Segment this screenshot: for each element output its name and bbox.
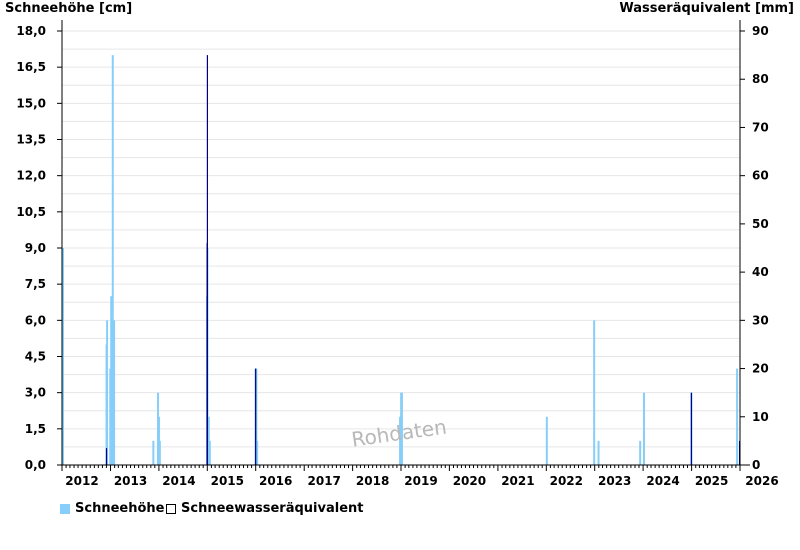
y-left-tick-label: 4,5	[25, 350, 46, 364]
y-right-tick-label: 80	[752, 72, 769, 86]
snow-depth-bars	[62, 55, 739, 465]
legend-item-snow-depth: Schneehöhe	[60, 501, 164, 516]
snow-depth-bar	[152, 440, 155, 465]
y-left-tick-label: 12,0	[16, 169, 46, 183]
x-tick-label: 2022	[550, 474, 583, 488]
grid	[62, 30, 740, 466]
y-right-tick-label: 90	[752, 24, 769, 38]
y-axis-right-label: Wasseräquivalent [mm]	[619, 1, 794, 16]
swe-bars	[105, 55, 741, 465]
y-right-tick-label: 0	[752, 458, 760, 472]
swe-bar	[206, 55, 209, 465]
y-right-tick-label: 30	[752, 313, 769, 327]
snow-depth-bar	[207, 416, 210, 465]
legend-label-swe: Schneewasseräquivalent	[181, 501, 364, 516]
snow-depth-bar	[255, 368, 258, 465]
swe-bar	[255, 368, 257, 465]
x-tick-label: 2023	[598, 474, 631, 488]
snow-depth-bar	[111, 55, 114, 465]
y-left-tick-label: 16,5	[16, 60, 46, 74]
y-left-tick-label: 0,0	[25, 458, 46, 472]
y-right-tick-label: 50	[752, 217, 769, 231]
y-right-tick-label: 20	[752, 362, 769, 376]
y-left-ticks: 0,0 1,5 3,0 4,5 6,0 7,5 9,0 10,5 12,0 13,5 15,0 16,…	[16, 24, 62, 472]
y-right-tick-label: 70	[752, 120, 769, 134]
snow-depth-bar	[106, 320, 109, 465]
x-tick-label: 2025	[695, 474, 728, 488]
x-tick-label: 2015	[211, 474, 244, 488]
snow-depth-bar	[639, 440, 642, 465]
snow-depth-bar	[208, 440, 211, 465]
swe-bar	[105, 448, 108, 465]
x-tick-label: 2017	[308, 474, 341, 488]
snow-depth-bar	[545, 416, 548, 465]
y-right-tick-label: 40	[752, 265, 769, 279]
x-tick-label: 2020	[453, 474, 486, 488]
y-left-tick-label: 7,5	[25, 277, 46, 291]
x-tick-label: 2014	[162, 474, 195, 488]
snow-depth-bar	[597, 440, 600, 465]
legend-swatch-snow-depth	[60, 503, 70, 514]
x-tick-label: 2012	[65, 474, 98, 488]
swe-bar	[690, 392, 693, 465]
snow-depth-bar	[399, 416, 402, 465]
y-left-tick-label: 18,0	[16, 24, 46, 38]
y-right-ticks: 0 10 20 30 40 50 60 70 80 90	[740, 24, 769, 472]
y-left-tick-label: 6,0	[25, 313, 46, 327]
x-tick-label: 2026	[745, 474, 778, 488]
x-tick-label: 2013	[114, 474, 147, 488]
watermark: Rohdaten	[350, 415, 448, 452]
x-tick-label: 2024	[646, 474, 679, 488]
y-left-tick-label: 10,5	[16, 205, 46, 219]
x-tick-label: 2019	[404, 474, 437, 488]
legend-swatch-swe	[166, 503, 176, 514]
snow-depth-bar	[736, 368, 739, 465]
y-right-tick-label: 10	[752, 410, 769, 424]
x-tick-label: 2016	[259, 474, 292, 488]
snow-depth-bar	[256, 440, 259, 465]
snow-depth-bar	[156, 392, 159, 465]
y-left-tick-label: 13,5	[16, 133, 46, 147]
snow-depth-bar	[593, 320, 596, 465]
legend-label-snow-depth: Schneehöhe	[75, 501, 165, 516]
snow-depth-bar	[113, 320, 116, 465]
y-right-tick-label: 60	[752, 169, 769, 183]
y-left-tick-label: 9,0	[25, 241, 46, 255]
x-ticks: 2012 2013 2014 2015 2016 2017 2018 2019 2020 2021…	[61, 465, 779, 488]
snow-depth-bar	[158, 440, 161, 465]
axes	[61, 20, 750, 466]
x-tick-label: 2018	[356, 474, 389, 488]
snow-depth-bar	[643, 392, 646, 465]
y-left-tick-label: 15,0	[16, 96, 46, 110]
x-tick-label: 2021	[501, 474, 534, 488]
y-axis-left-label: Schneehöhe [cm]	[5, 1, 133, 16]
snow-depth-bar	[62, 392, 64, 465]
legend-item-swe: Schneewasseräquivalent	[166, 501, 363, 516]
y-left-tick-label: 1,5	[25, 422, 46, 436]
snow-depth-bar	[400, 392, 403, 465]
y-left-tick-label: 3,0	[25, 386, 46, 400]
